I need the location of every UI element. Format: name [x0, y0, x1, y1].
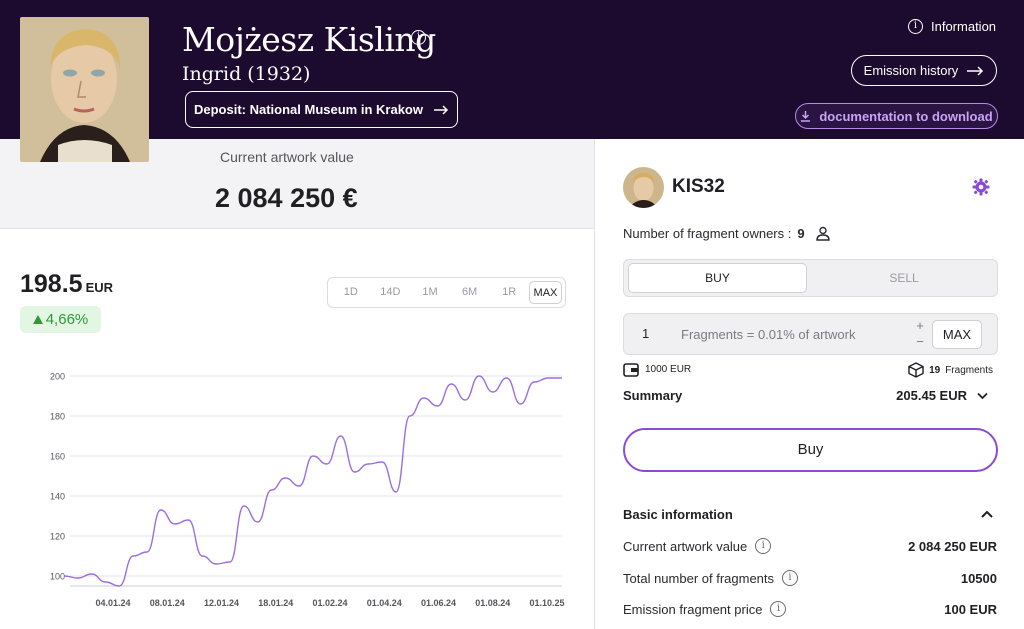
x-tick-label: 01.10.25	[529, 598, 564, 608]
token-avatar	[623, 167, 664, 208]
total-fragments-label: Total number of fragments	[623, 570, 775, 586]
token-code: KIS32	[672, 176, 725, 197]
owners-count: 9	[797, 226, 805, 241]
wallet-icon	[623, 363, 639, 377]
information-label: Information	[931, 19, 997, 34]
download-icon	[801, 111, 811, 122]
fragment-owners: Number of fragment owners : 9	[623, 226, 831, 241]
range-14d[interactable]: 14D	[380, 286, 401, 298]
fragment-quantity-field: 1 Fragments = 0.01% of artwork + − MAX	[623, 313, 998, 355]
time-range-selector: 1D 14D 1M 6M 1R MAX	[327, 277, 566, 308]
arrow-right-icon	[967, 65, 984, 76]
x-tick-label: 01.06.24	[421, 598, 456, 608]
chevron-up-icon[interactable]	[980, 508, 994, 520]
artwork-title: Ingrid (1932)	[182, 63, 311, 85]
y-tick-label: 180	[50, 412, 65, 422]
x-tick-label: 18.01.24	[258, 598, 293, 608]
price-history-chart: 100 120 140 160 180 200 04.01.24 08.01.24 12.01.…	[50, 372, 565, 609]
emission-price-label: Emission fragment price	[623, 601, 763, 617]
available-fragments: 19 Fragments	[908, 362, 993, 378]
info-icon[interactable]: i	[782, 570, 799, 586]
max-quantity-button[interactable]: MAX	[932, 320, 982, 349]
quantity-input[interactable]: 1	[642, 326, 650, 341]
info-row-label: Emission fragment price i	[623, 601, 787, 617]
basic-information-heading: Basic information	[623, 507, 733, 522]
settings-gear-icon[interactable]	[972, 178, 990, 196]
x-tick-label: 01.04.24	[367, 598, 402, 608]
tab-sell[interactable]: SELL	[889, 271, 919, 285]
fragment-price: 198.5 EUR	[20, 270, 113, 299]
x-tick-label: 04.01.24	[95, 598, 130, 608]
price-change-badge: 4,66%	[20, 306, 101, 333]
info-icon: i	[908, 19, 923, 34]
fragments-available: 19	[929, 364, 941, 376]
tab-buy[interactable]: BUY	[628, 263, 807, 293]
price-change: 4,66%	[45, 311, 89, 328]
increment-button[interactable]: +	[916, 318, 924, 333]
artwork-value-panel	[0, 139, 594, 229]
summary-toggle[interactable]: 205.45 EUR	[896, 388, 988, 403]
artwork-value-label: Current artwork value	[220, 149, 354, 165]
price-line	[63, 375, 562, 587]
price-value: 198.5	[20, 270, 83, 298]
x-tick-label: 12.01.24	[204, 598, 239, 608]
range-1r[interactable]: 1R	[502, 286, 517, 298]
arrow-right-icon	[433, 104, 449, 115]
deposit-label: Deposit: National Museum in Krakow	[194, 102, 423, 117]
info-icon[interactable]: i	[755, 538, 772, 554]
y-tick-label: 160	[50, 452, 65, 462]
range-6m[interactable]: 6M	[461, 286, 478, 298]
summary-label: Summary	[623, 388, 683, 403]
summary-value: 205.45 EUR	[896, 388, 967, 403]
cube-icon	[908, 362, 924, 378]
chevron-down-icon	[977, 392, 988, 399]
price-unit: EUR	[85, 280, 114, 295]
decrement-button[interactable]: −	[916, 334, 924, 349]
range-max[interactable]: MAX	[528, 281, 562, 304]
y-tick-label: 200	[50, 372, 65, 382]
quantity-stepper: + −	[914, 318, 926, 350]
emission-history-button[interactable]: Emission history	[851, 55, 997, 86]
artwork-value: 2 084 250 €	[215, 183, 358, 213]
buy-sell-tabs: BUY SELL	[623, 259, 998, 297]
info-icon[interactable]: i	[770, 601, 787, 617]
range-1m[interactable]: 1M	[422, 286, 438, 298]
wallet-balance: 1000 EUR	[623, 362, 691, 377]
documentation-download-button[interactable]: documentation to download	[795, 103, 998, 129]
total-fragments: 10500	[960, 571, 997, 586]
artist-info-icon[interactable]: i	[411, 30, 426, 45]
artist-name: Mojżesz Kisling	[182, 20, 436, 59]
fragments-description: Fragments = 0.01% of artwork	[681, 327, 856, 342]
emission-price: 100 EUR	[944, 602, 997, 617]
balance-value: 1000 EUR	[645, 364, 692, 375]
user-icon	[815, 226, 830, 241]
y-tick-label: 100	[50, 572, 65, 582]
information-link[interactable]: i Information	[908, 19, 996, 34]
triangle-up-icon	[32, 315, 43, 324]
emission-history-label: Emission history	[863, 63, 959, 78]
current-value: 2 084 250 EUR	[908, 539, 997, 554]
info-row-label: Total number of fragments i	[623, 570, 799, 586]
x-tick-label: 01.08.24	[475, 598, 510, 608]
x-tick-label: 01.02.24	[312, 598, 347, 608]
documentation-label: documentation to download	[819, 108, 993, 124]
info-row-label: Current artwork value i	[623, 538, 772, 554]
buy-button[interactable]: Buy	[623, 428, 998, 472]
y-tick-label: 120	[50, 532, 65, 542]
y-tick-label: 140	[50, 492, 65, 502]
owners-label: Number of fragment owners :	[623, 226, 792, 241]
fragments-label: Fragments	[945, 364, 993, 376]
range-1d[interactable]: 1D	[343, 286, 358, 298]
artwork-thumbnail	[20, 17, 149, 162]
deposit-button[interactable]: Deposit: National Museum in Krakow	[185, 91, 458, 128]
x-tick-label: 08.01.24	[150, 598, 185, 608]
current-value-label: Current artwork value	[623, 538, 748, 554]
column-divider	[594, 139, 595, 629]
